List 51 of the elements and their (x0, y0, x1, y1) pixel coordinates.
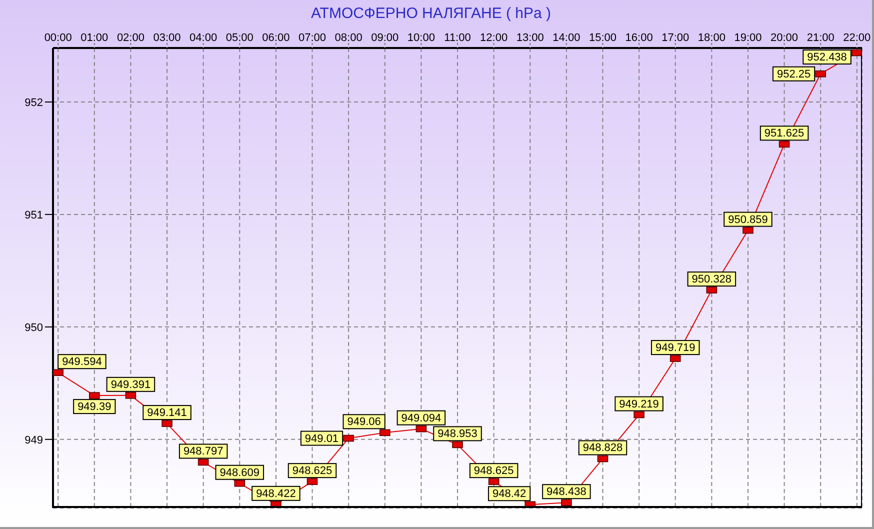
data-label: 948.438 (546, 486, 586, 498)
y-tick-label: 949 (24, 434, 43, 446)
x-tick-label: 10:00 (407, 32, 435, 44)
data-label: 949.39 (78, 401, 112, 414)
data-label: 949.391 (110, 378, 151, 391)
chart-title: АТМОСФЕРНО НАЛЯГАНЕ ( hPa ) (310, 5, 552, 22)
data-label: 948.42 (492, 488, 526, 500)
x-tick-label: 13:00 (516, 32, 544, 44)
data-label: 952.25 (776, 68, 811, 80)
data-label: 950.859 (728, 214, 768, 226)
x-tick-label: 12:00 (480, 32, 508, 44)
y-tick-label: 950 (24, 322, 43, 334)
data-label: 949.219 (619, 398, 659, 410)
data-label: 948.953 (438, 428, 478, 440)
x-tick-label: 19:00 (734, 32, 762, 44)
data-label: 952.438 (807, 52, 847, 64)
data-label: 948.625 (474, 465, 514, 478)
x-tick-label: 20:00 (770, 32, 798, 44)
x-tick-label: 08:00 (334, 32, 362, 44)
data-label: 948.625 (292, 465, 332, 478)
data-label: 950.328 (692, 274, 732, 286)
x-tick-label: 07:00 (298, 32, 326, 44)
data-label: 949.141 (147, 407, 187, 420)
x-tick-label: 17:00 (662, 32, 690, 44)
data-label: 949.094 (401, 412, 442, 424)
data-label: 949.01 (304, 432, 339, 445)
data-label: 949.594 (62, 356, 102, 368)
data-label: 948.797 (183, 446, 224, 458)
x-tick-label: 18:00 (698, 32, 726, 44)
data-label: 948.828 (582, 442, 623, 454)
y-tick-label: 951 (24, 209, 43, 222)
data-label: 948.609 (220, 466, 260, 479)
x-tick-label: 01:00 (80, 32, 108, 44)
y-tick-label: 952 (24, 96, 43, 109)
data-label: 951.625 (764, 128, 804, 140)
data-label: 949.719 (655, 342, 696, 354)
x-tick-label: 05:00 (226, 32, 254, 44)
x-tick-label: 04:00 (190, 32, 218, 44)
x-tick-label: 00:00 (44, 32, 72, 44)
x-tick-label: 22:00 (843, 32, 871, 44)
x-tick-label: 16:00 (625, 32, 653, 44)
x-tick-label: 14:00 (552, 32, 580, 44)
x-tick-label: 02:00 (116, 32, 144, 44)
data-label: 949.06 (347, 416, 381, 428)
x-tick-label: 21:00 (806, 32, 834, 44)
x-tick-label: 15:00 (588, 32, 617, 44)
x-tick-label: 11:00 (444, 32, 471, 44)
x-tick-label: 09:00 (371, 32, 399, 44)
x-tick-label: 06:00 (262, 32, 290, 44)
data-label: 948.422 (256, 488, 296, 500)
x-tick-label: 03:00 (153, 32, 181, 44)
